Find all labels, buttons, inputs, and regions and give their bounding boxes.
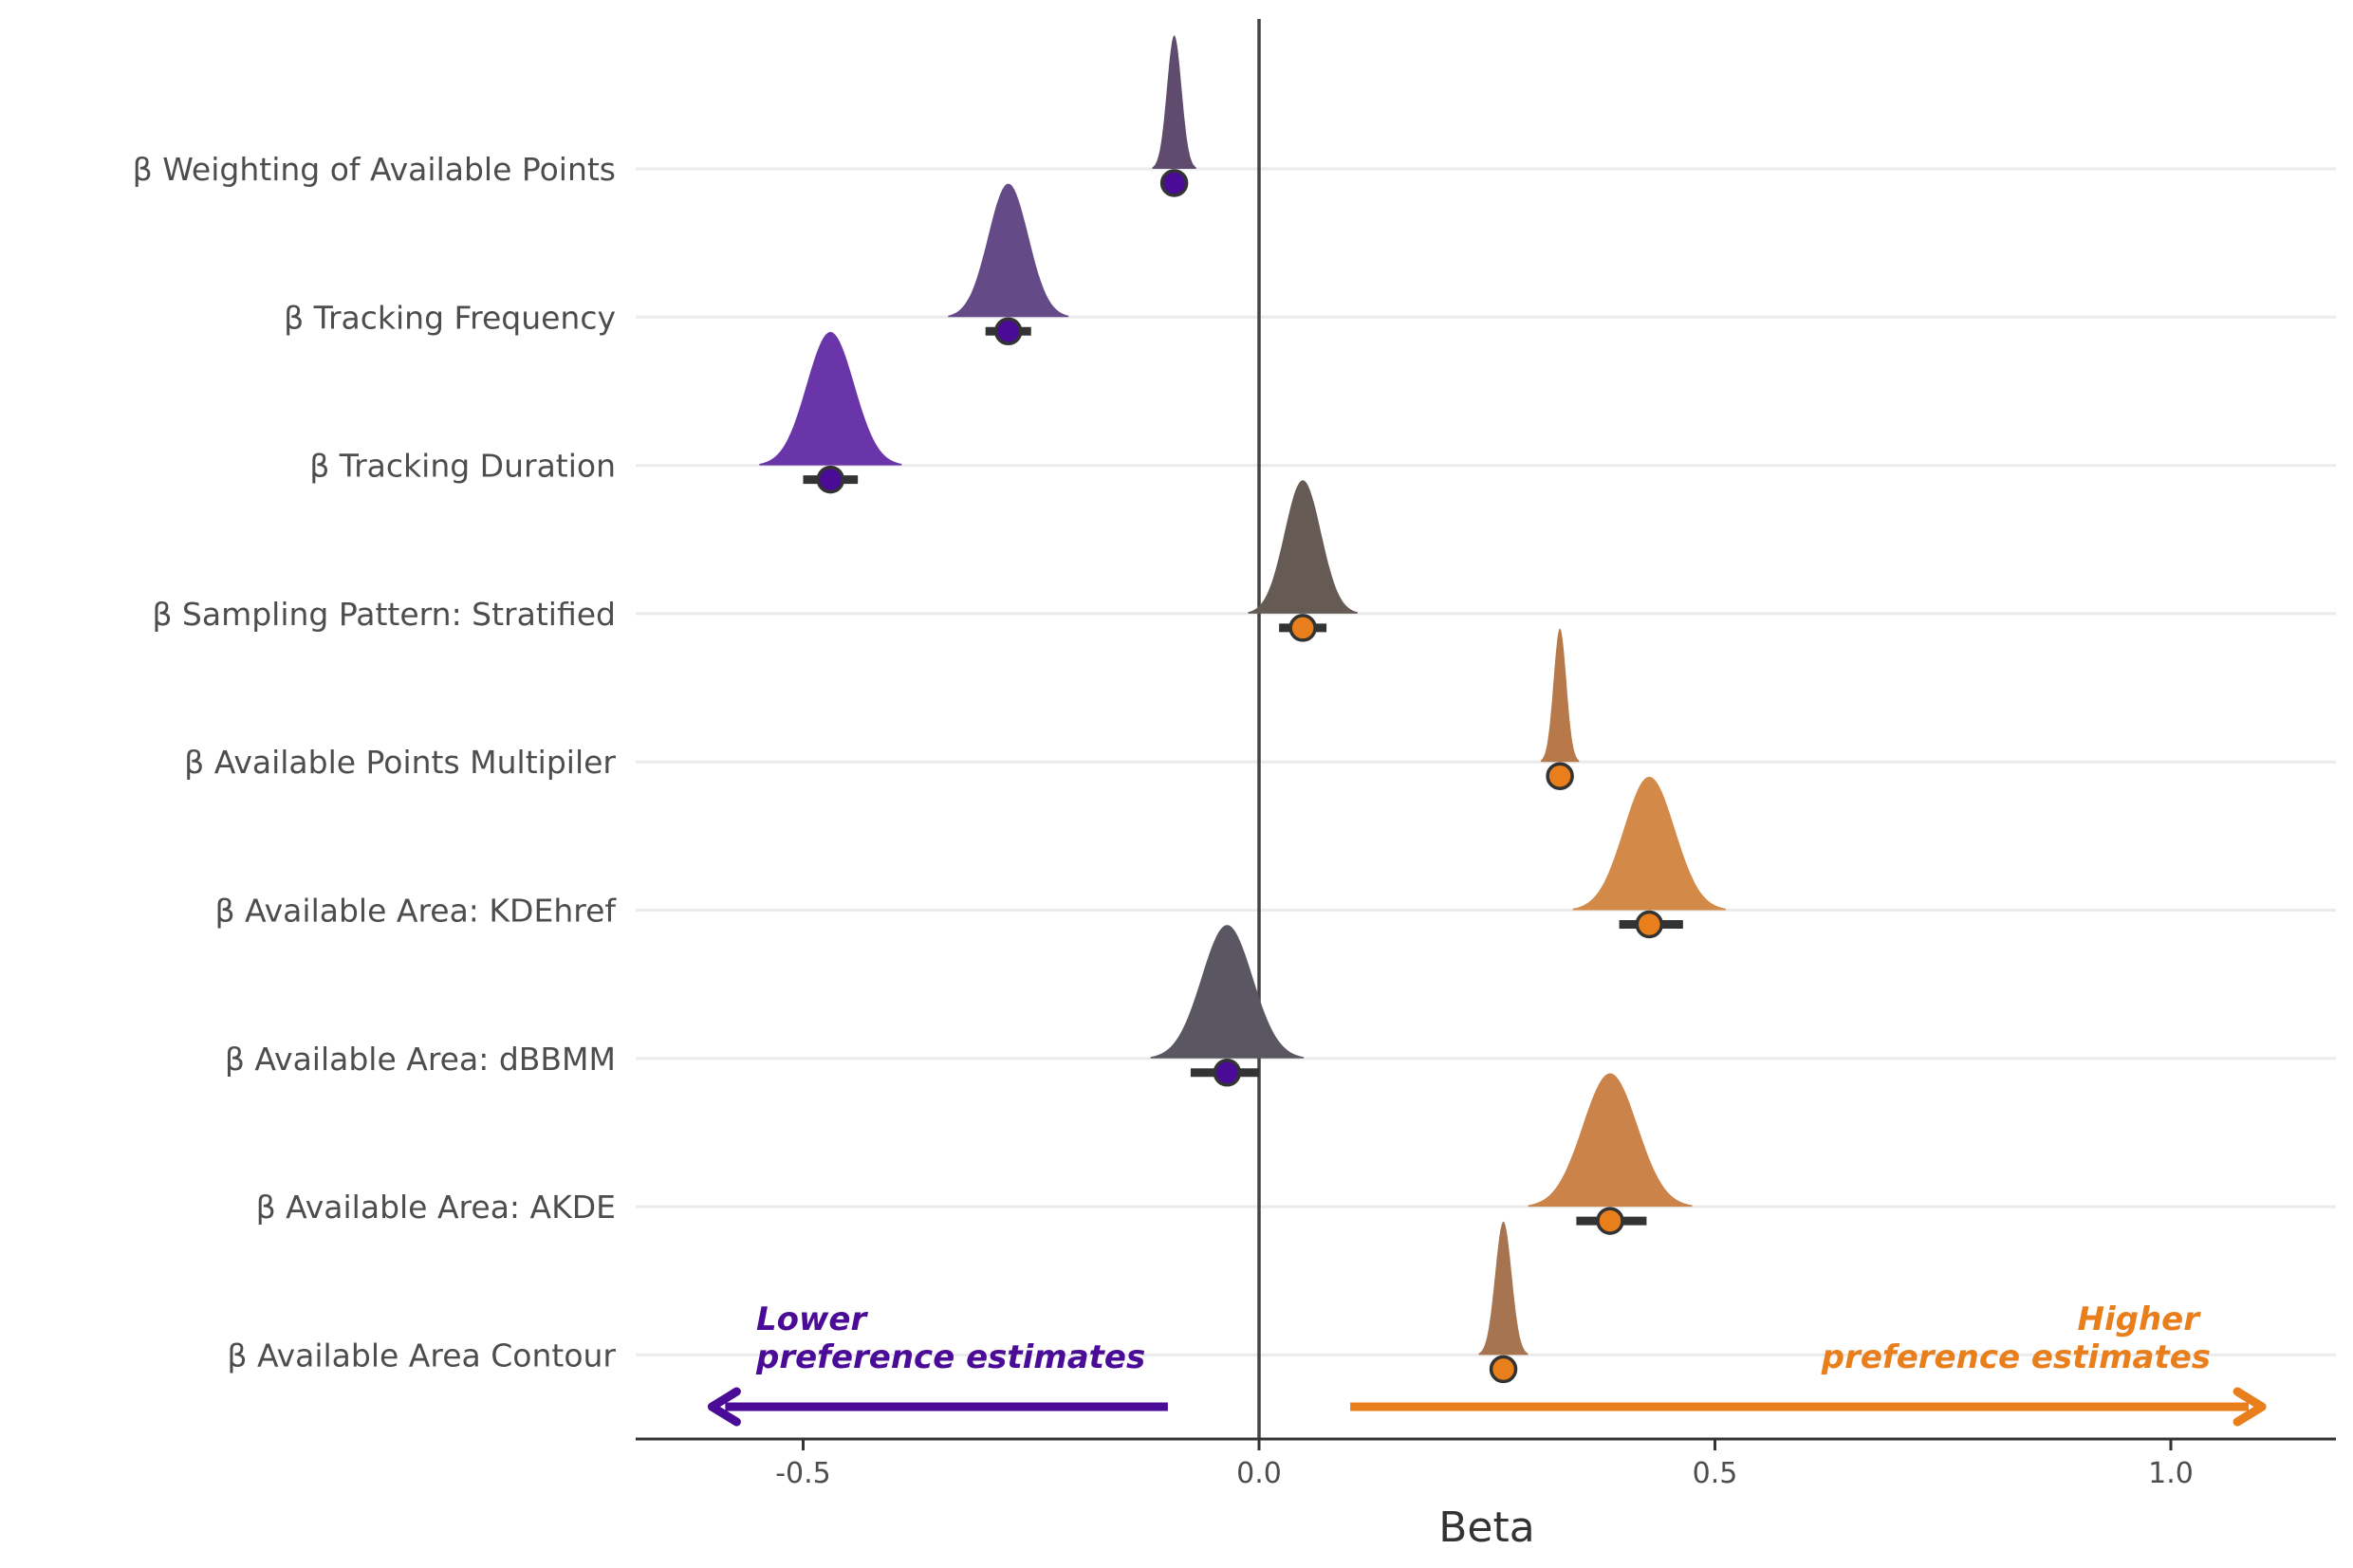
estimate-point <box>1635 910 1664 939</box>
annotations: Lower preference estimates Higher prefer… <box>707 1301 2267 1427</box>
x-tick-label: -0.5 <box>775 1457 831 1490</box>
density-curve <box>1248 480 1358 614</box>
estimate-points <box>816 169 1664 1384</box>
y-tick-label: β Available Area: dBBMM <box>225 1041 616 1078</box>
y-tick-label: β Tracking Frequency <box>284 299 616 336</box>
density-curve <box>1540 628 1580 763</box>
y-tick-label: β Available Area: KDEhref <box>214 893 617 930</box>
y-tick-label: β Available Area: AKDE <box>256 1189 616 1226</box>
y-tick-label: β Available Area Contour <box>227 1337 616 1374</box>
y-tick-labels: β Weighting of Available Points β Trackin… <box>133 151 618 1374</box>
estimate-point <box>1159 169 1189 197</box>
density-curves <box>759 35 1726 1356</box>
higher-arrow-head <box>2233 1387 2267 1427</box>
estimate-point <box>993 317 1023 346</box>
estimate-point <box>1213 1059 1242 1087</box>
density-curve <box>759 331 902 466</box>
estimate-point <box>1288 614 1317 642</box>
lower-arrow-head <box>707 1387 741 1427</box>
estimate-point <box>816 465 845 494</box>
x-tick-label: 0.5 <box>1693 1457 1738 1490</box>
x-tick-label: 0.0 <box>1236 1457 1282 1490</box>
y-tick-label: β Weighting of Available Points <box>133 151 616 188</box>
density-curve <box>1572 776 1726 911</box>
grid-lines <box>636 167 2336 1356</box>
higher-label-line2: preference estimates <box>1821 1338 2211 1376</box>
x-tick-label: 1.0 <box>2148 1457 2194 1490</box>
density-curve <box>1528 1073 1693 1208</box>
density-curve <box>948 183 1069 318</box>
higher-label-line1: Higher <box>2078 1301 2202 1338</box>
density-curve <box>1152 35 1196 169</box>
y-tick-label: β Sampling Pattern: Stratified <box>152 596 616 633</box>
density-curve <box>1150 925 1305 1059</box>
lower-label-line2: preference estimates <box>755 1338 1145 1376</box>
density-curve <box>1478 1221 1529 1356</box>
estimate-point <box>1596 1207 1624 1235</box>
x-axis-ticks: -0.5 0.0 0.5 1.0 <box>775 1439 2194 1490</box>
estimate-point <box>1546 762 1574 790</box>
x-axis-title: Beta <box>1438 1503 1534 1552</box>
y-tick-label: β Tracking Duration <box>309 448 616 485</box>
estimate-point <box>1489 1355 1518 1384</box>
lower-label-line1: Lower <box>756 1301 868 1338</box>
y-tick-label: β Available Points Multipiler <box>184 744 616 781</box>
